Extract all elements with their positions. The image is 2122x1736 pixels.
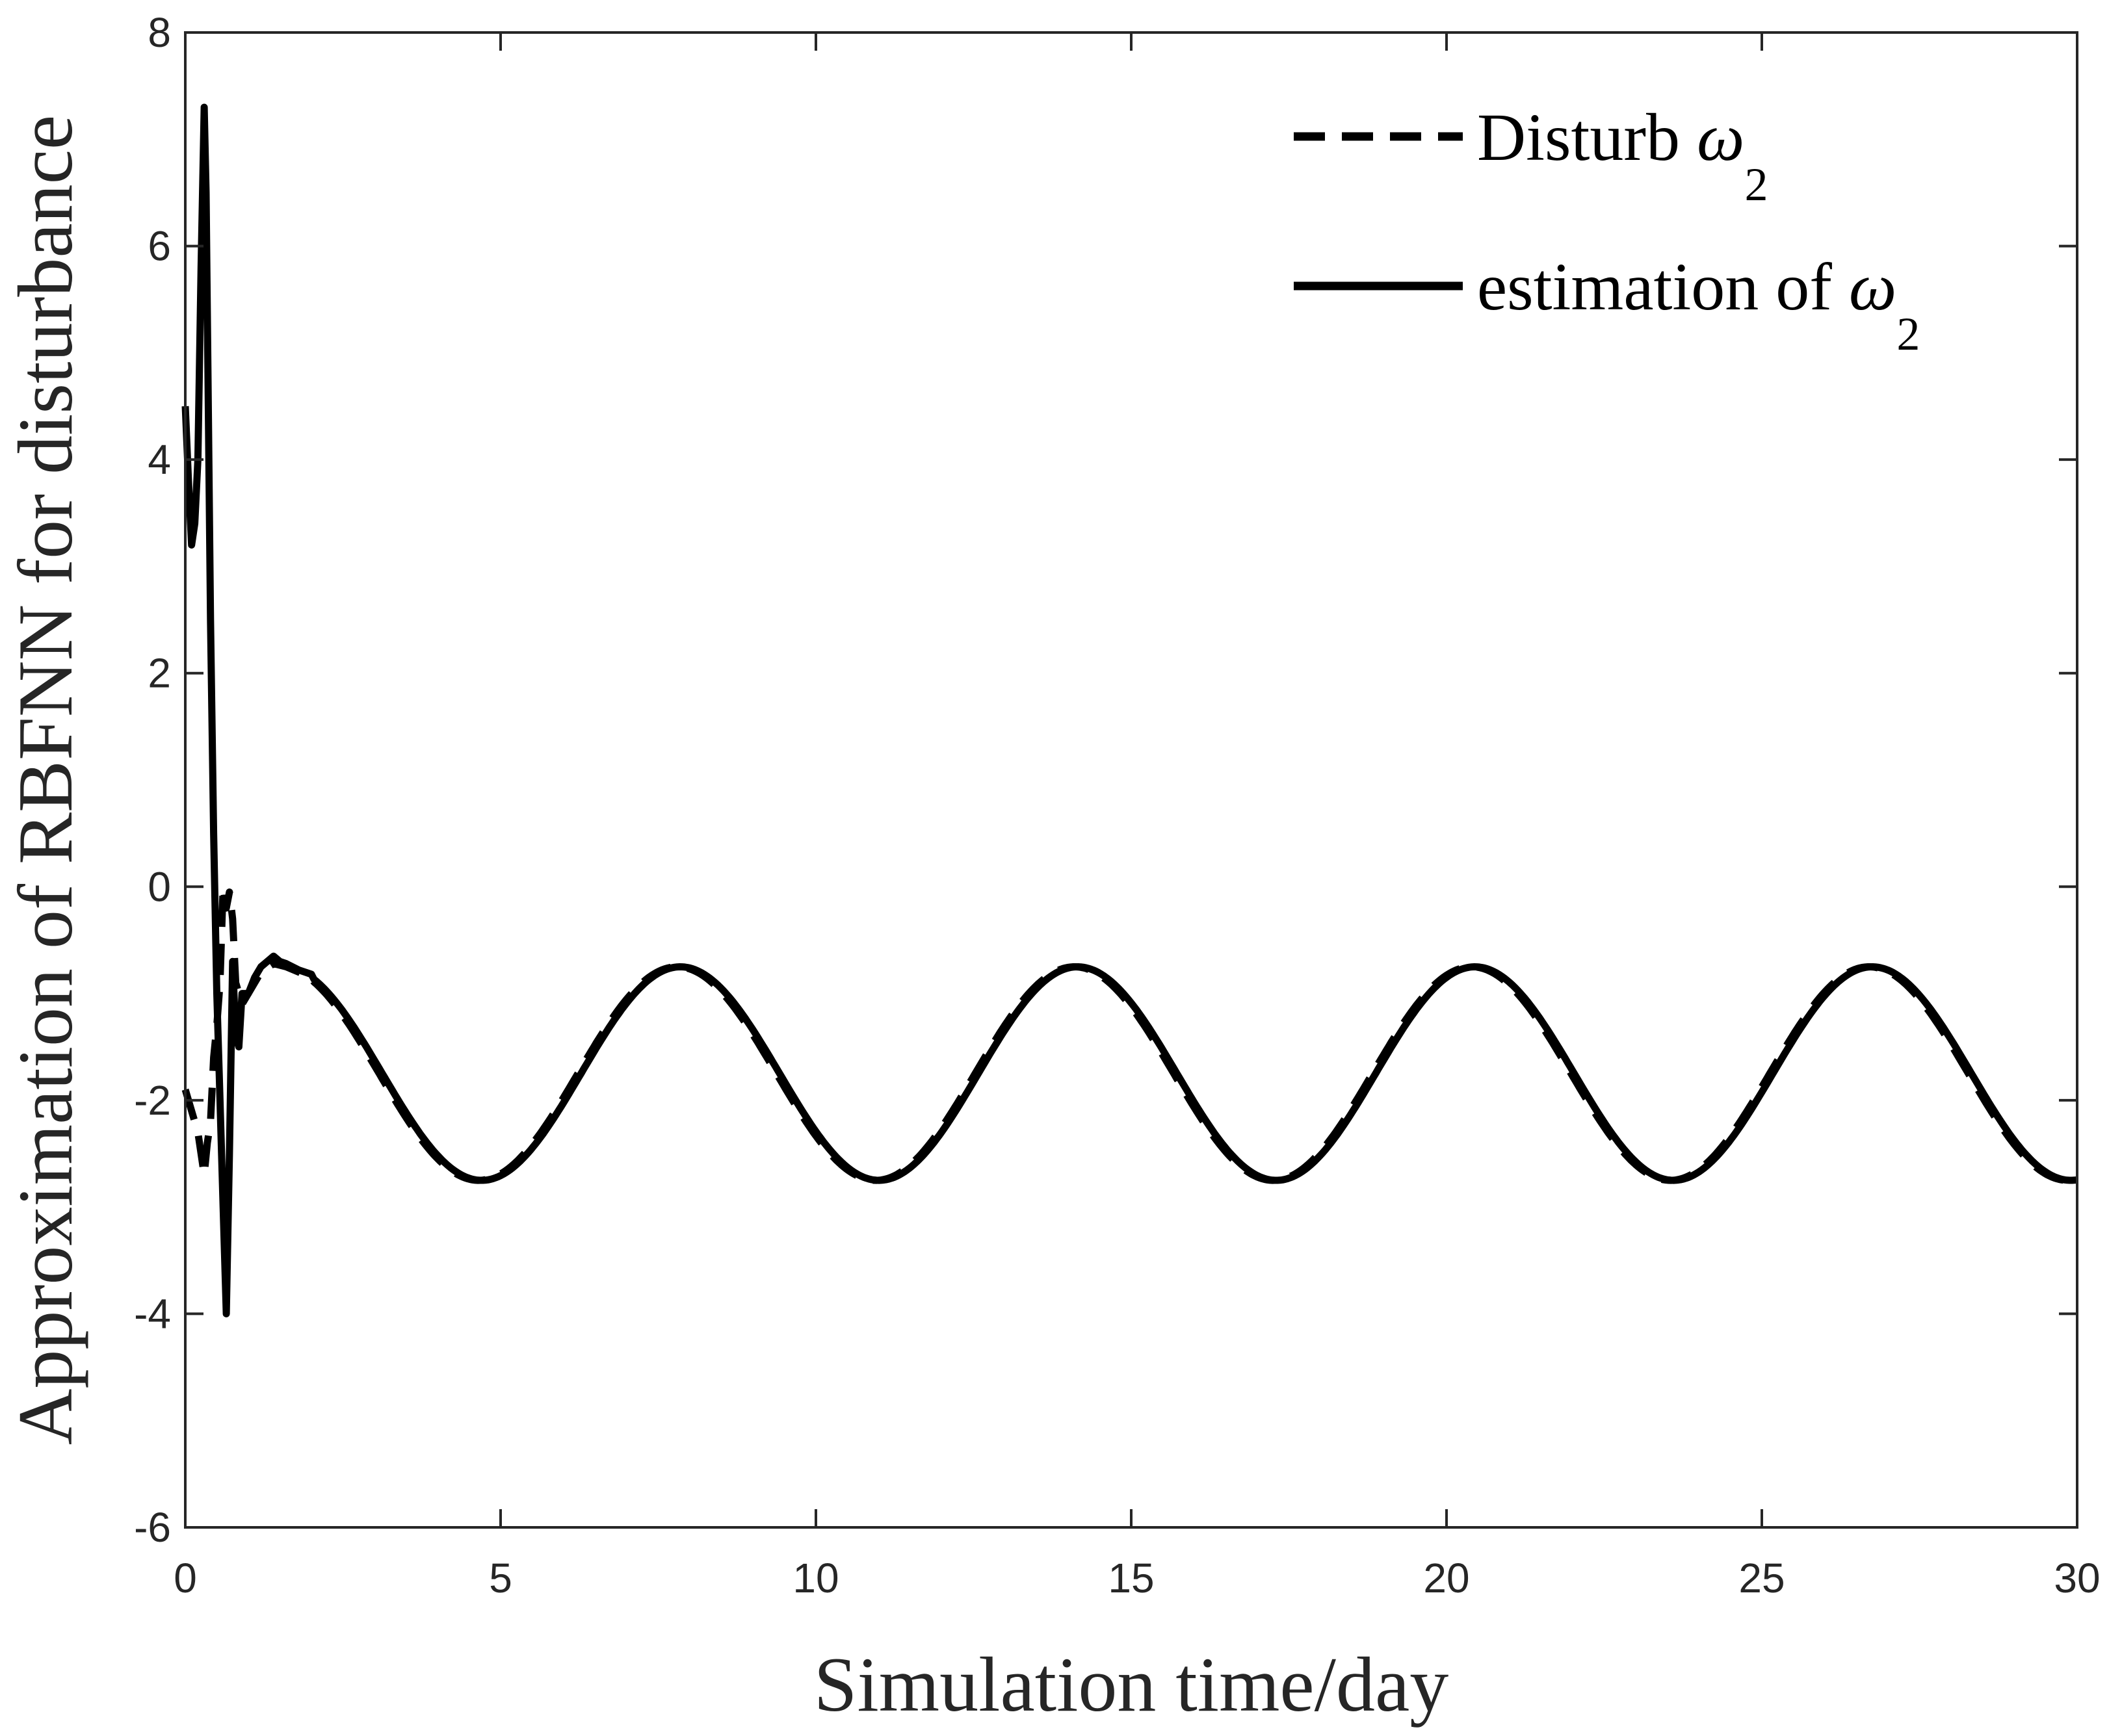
- x-tick-label: 15: [1108, 1555, 1154, 1601]
- legend-text-estimation: estimation of: [1477, 250, 1849, 324]
- y-tick-label: 4: [148, 436, 171, 483]
- x-tick-label: 20: [1423, 1555, 1469, 1601]
- legend: Disturb ω2 estimation of ω2: [1294, 100, 1920, 360]
- x-tick-label: 30: [2054, 1555, 2100, 1601]
- x-tick-label: 25: [1738, 1555, 1785, 1601]
- x-tick-label: 0: [174, 1555, 197, 1601]
- x-tick-label: 5: [489, 1555, 512, 1601]
- x-tick-label: 10: [792, 1555, 839, 1601]
- legend-omega-estimation: ω: [1849, 250, 1896, 324]
- legend-sub-estimation: 2: [1896, 308, 1920, 360]
- tick-layer: [184, 31, 2078, 1529]
- legend-text-disturb: Disturb: [1477, 100, 1697, 175]
- y-tick-label: -4: [134, 1290, 171, 1337]
- y-axis-title: Approximation of RBFNN for disturbance: [2, 115, 88, 1445]
- series-layer: [181, 103, 2078, 1317]
- y-tick-label: -2: [134, 1077, 171, 1124]
- y-tick-label: 2: [148, 650, 171, 697]
- legend-label-estimation: estimation of ω2: [1477, 250, 1920, 360]
- y-tick-label: 6: [148, 223, 171, 270]
- legend-omega-disturb: ω: [1697, 100, 1744, 175]
- legend-sub-disturb: 2: [1744, 159, 1768, 211]
- plot-background: [185, 32, 2077, 1527]
- y-tick-label: 8: [148, 9, 171, 56]
- legend-label-disturb: Disturb ω2: [1477, 100, 1768, 211]
- x-axis-title: Simulation time/day: [814, 1641, 1449, 1728]
- ticklabel-layer: 0 5 10 15 20 25 30 -6 -4 -2 0 2 4 6 8: [134, 9, 2101, 1601]
- y-tick-label: -6: [134, 1504, 171, 1551]
- y-tick-label: 0: [148, 863, 171, 910]
- series-line-estimation: [181, 103, 2078, 1317]
